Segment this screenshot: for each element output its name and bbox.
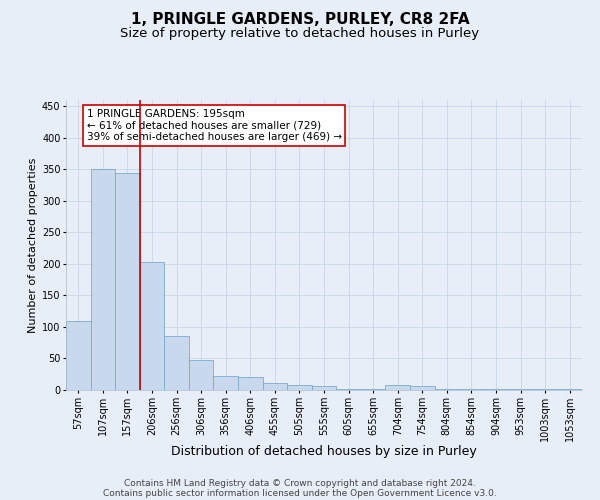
Bar — [189, 360, 214, 390]
Bar — [385, 385, 410, 390]
X-axis label: Distribution of detached houses by size in Purley: Distribution of detached houses by size … — [171, 445, 477, 458]
Bar — [91, 170, 115, 390]
Text: Contains public sector information licensed under the Open Government Licence v3: Contains public sector information licen… — [103, 488, 497, 498]
Bar — [287, 385, 312, 390]
Bar — [164, 336, 189, 390]
Bar — [263, 383, 287, 390]
Bar — [312, 386, 336, 390]
Bar — [434, 388, 459, 390]
Text: 1, PRINGLE GARDENS, PURLEY, CR8 2FA: 1, PRINGLE GARDENS, PURLEY, CR8 2FA — [131, 12, 469, 28]
Bar — [140, 262, 164, 390]
Text: Contains HM Land Registry data © Crown copyright and database right 2024.: Contains HM Land Registry data © Crown c… — [124, 478, 476, 488]
Bar — [115, 172, 140, 390]
Bar — [336, 388, 361, 390]
Bar — [66, 320, 91, 390]
Y-axis label: Number of detached properties: Number of detached properties — [28, 158, 38, 332]
Bar — [533, 388, 557, 390]
Bar — [214, 376, 238, 390]
Bar — [238, 377, 263, 390]
Text: Size of property relative to detached houses in Purley: Size of property relative to detached ho… — [121, 28, 479, 40]
Bar — [557, 388, 582, 390]
Bar — [410, 386, 434, 390]
Text: 1 PRINGLE GARDENS: 195sqm
← 61% of detached houses are smaller (729)
39% of semi: 1 PRINGLE GARDENS: 195sqm ← 61% of detac… — [86, 108, 342, 142]
